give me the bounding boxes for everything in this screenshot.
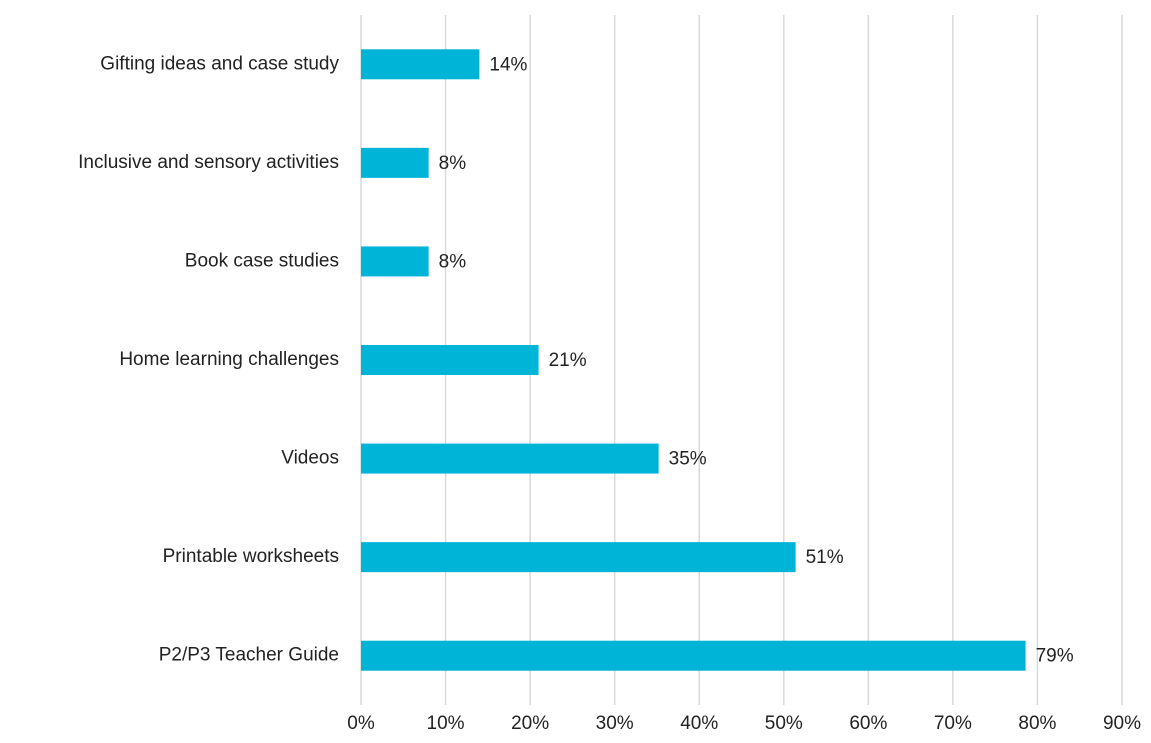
y-tick-label: Gifting ideas and case study [100, 53, 339, 74]
y-tick-label: Book case studies [185, 250, 339, 271]
value-label: 8% [439, 153, 467, 174]
value-label: 8% [439, 251, 467, 272]
x-tick-label: 50% [765, 713, 803, 734]
bar [361, 49, 480, 80]
y-tick-label: P2/P3 Teacher Guide [159, 645, 339, 666]
bar [361, 640, 1026, 671]
x-tick-label: 70% [934, 713, 972, 734]
x-tick-label: 20% [511, 713, 549, 734]
bar [361, 542, 796, 573]
y-tick-label: Home learning challenges [119, 349, 339, 370]
x-tick-label: 0% [347, 713, 375, 734]
value-label: 35% [669, 449, 707, 470]
bar [361, 147, 429, 178]
value-label: 79% [1036, 646, 1074, 667]
bar [361, 345, 539, 375]
y-tick-label: Printable worksheets [163, 546, 339, 567]
x-tick-label: 80% [1018, 713, 1056, 734]
x-tick-label: 60% [849, 713, 887, 734]
x-tick-label: 10% [427, 713, 465, 734]
y-tick-label: Videos [281, 448, 339, 469]
x-tick-label: 90% [1103, 713, 1141, 734]
bar [361, 246, 429, 277]
value-label: 51% [806, 547, 844, 568]
value-label: 14% [489, 54, 527, 75]
x-tick-label: 40% [680, 713, 718, 734]
bar [361, 443, 659, 474]
y-tick-label: Inclusive and sensory activities [78, 152, 339, 173]
value-label: 21% [549, 350, 587, 371]
x-tick-label: 30% [596, 713, 634, 734]
